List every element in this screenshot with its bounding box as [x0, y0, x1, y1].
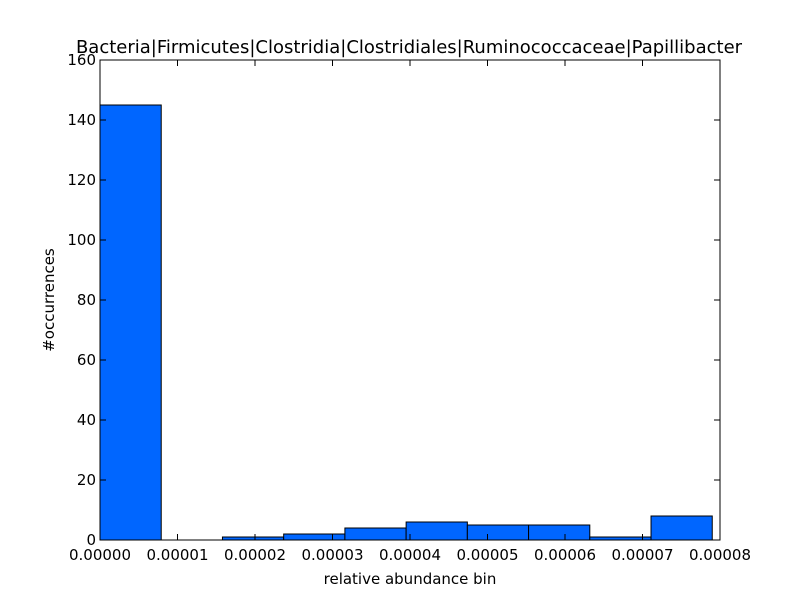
x-tick-label-8: 0.00008: [689, 546, 751, 564]
y-tick-label-8: 160: [67, 51, 96, 69]
chart-title: Bacteria|Firmicutes|Clostridia|Clostridi…: [76, 37, 743, 58]
plot-frame: [99, 59, 721, 541]
y-tick-label-7: 140: [67, 111, 96, 129]
y-tick-label-4: 80: [77, 291, 96, 309]
x-tick-label-1: 0.00001: [146, 546, 208, 564]
x-tick-label-0: 0.00000: [69, 546, 131, 564]
x-axis-label: relative abundance bin: [324, 570, 497, 588]
histogram-bar-4: [344, 527, 407, 541]
x-tick-label-6: 0.00006: [534, 546, 596, 564]
histogram-bar-0: [99, 104, 162, 541]
y-tick-label-2: 40: [77, 411, 96, 429]
y-tick-label-1: 20: [77, 471, 96, 489]
x-tick-label-7: 0.00007: [611, 546, 673, 564]
x-tick-label-2: 0.00002: [224, 546, 286, 564]
bars-group: [99, 104, 713, 541]
y-tick-label-5: 100: [67, 231, 96, 249]
histogram-bar-9: [650, 515, 713, 541]
histogram-bar-7: [528, 524, 591, 541]
x-tick-label-5: 0.00005: [456, 546, 518, 564]
y-tick-label-0: 0: [86, 531, 96, 549]
x-axis: 0.00000 0.00001 0.00002 0.00003 0.00004 0.000…: [69, 60, 751, 564]
x-tick-label-3: 0.00003: [301, 546, 363, 564]
histogram-bar-5: [405, 521, 468, 541]
histogram-bar-3: [283, 533, 346, 541]
y-axis: 0 20 40 60 80 100 120 140 160: [67, 51, 720, 549]
x-tick-label-4: 0.00004: [379, 546, 441, 564]
y-tick-label-6: 120: [67, 171, 96, 189]
y-axis-label: #occurrences: [40, 248, 58, 352]
histogram-bar-6: [466, 524, 530, 541]
y-tick-label-3: 60: [77, 351, 96, 369]
